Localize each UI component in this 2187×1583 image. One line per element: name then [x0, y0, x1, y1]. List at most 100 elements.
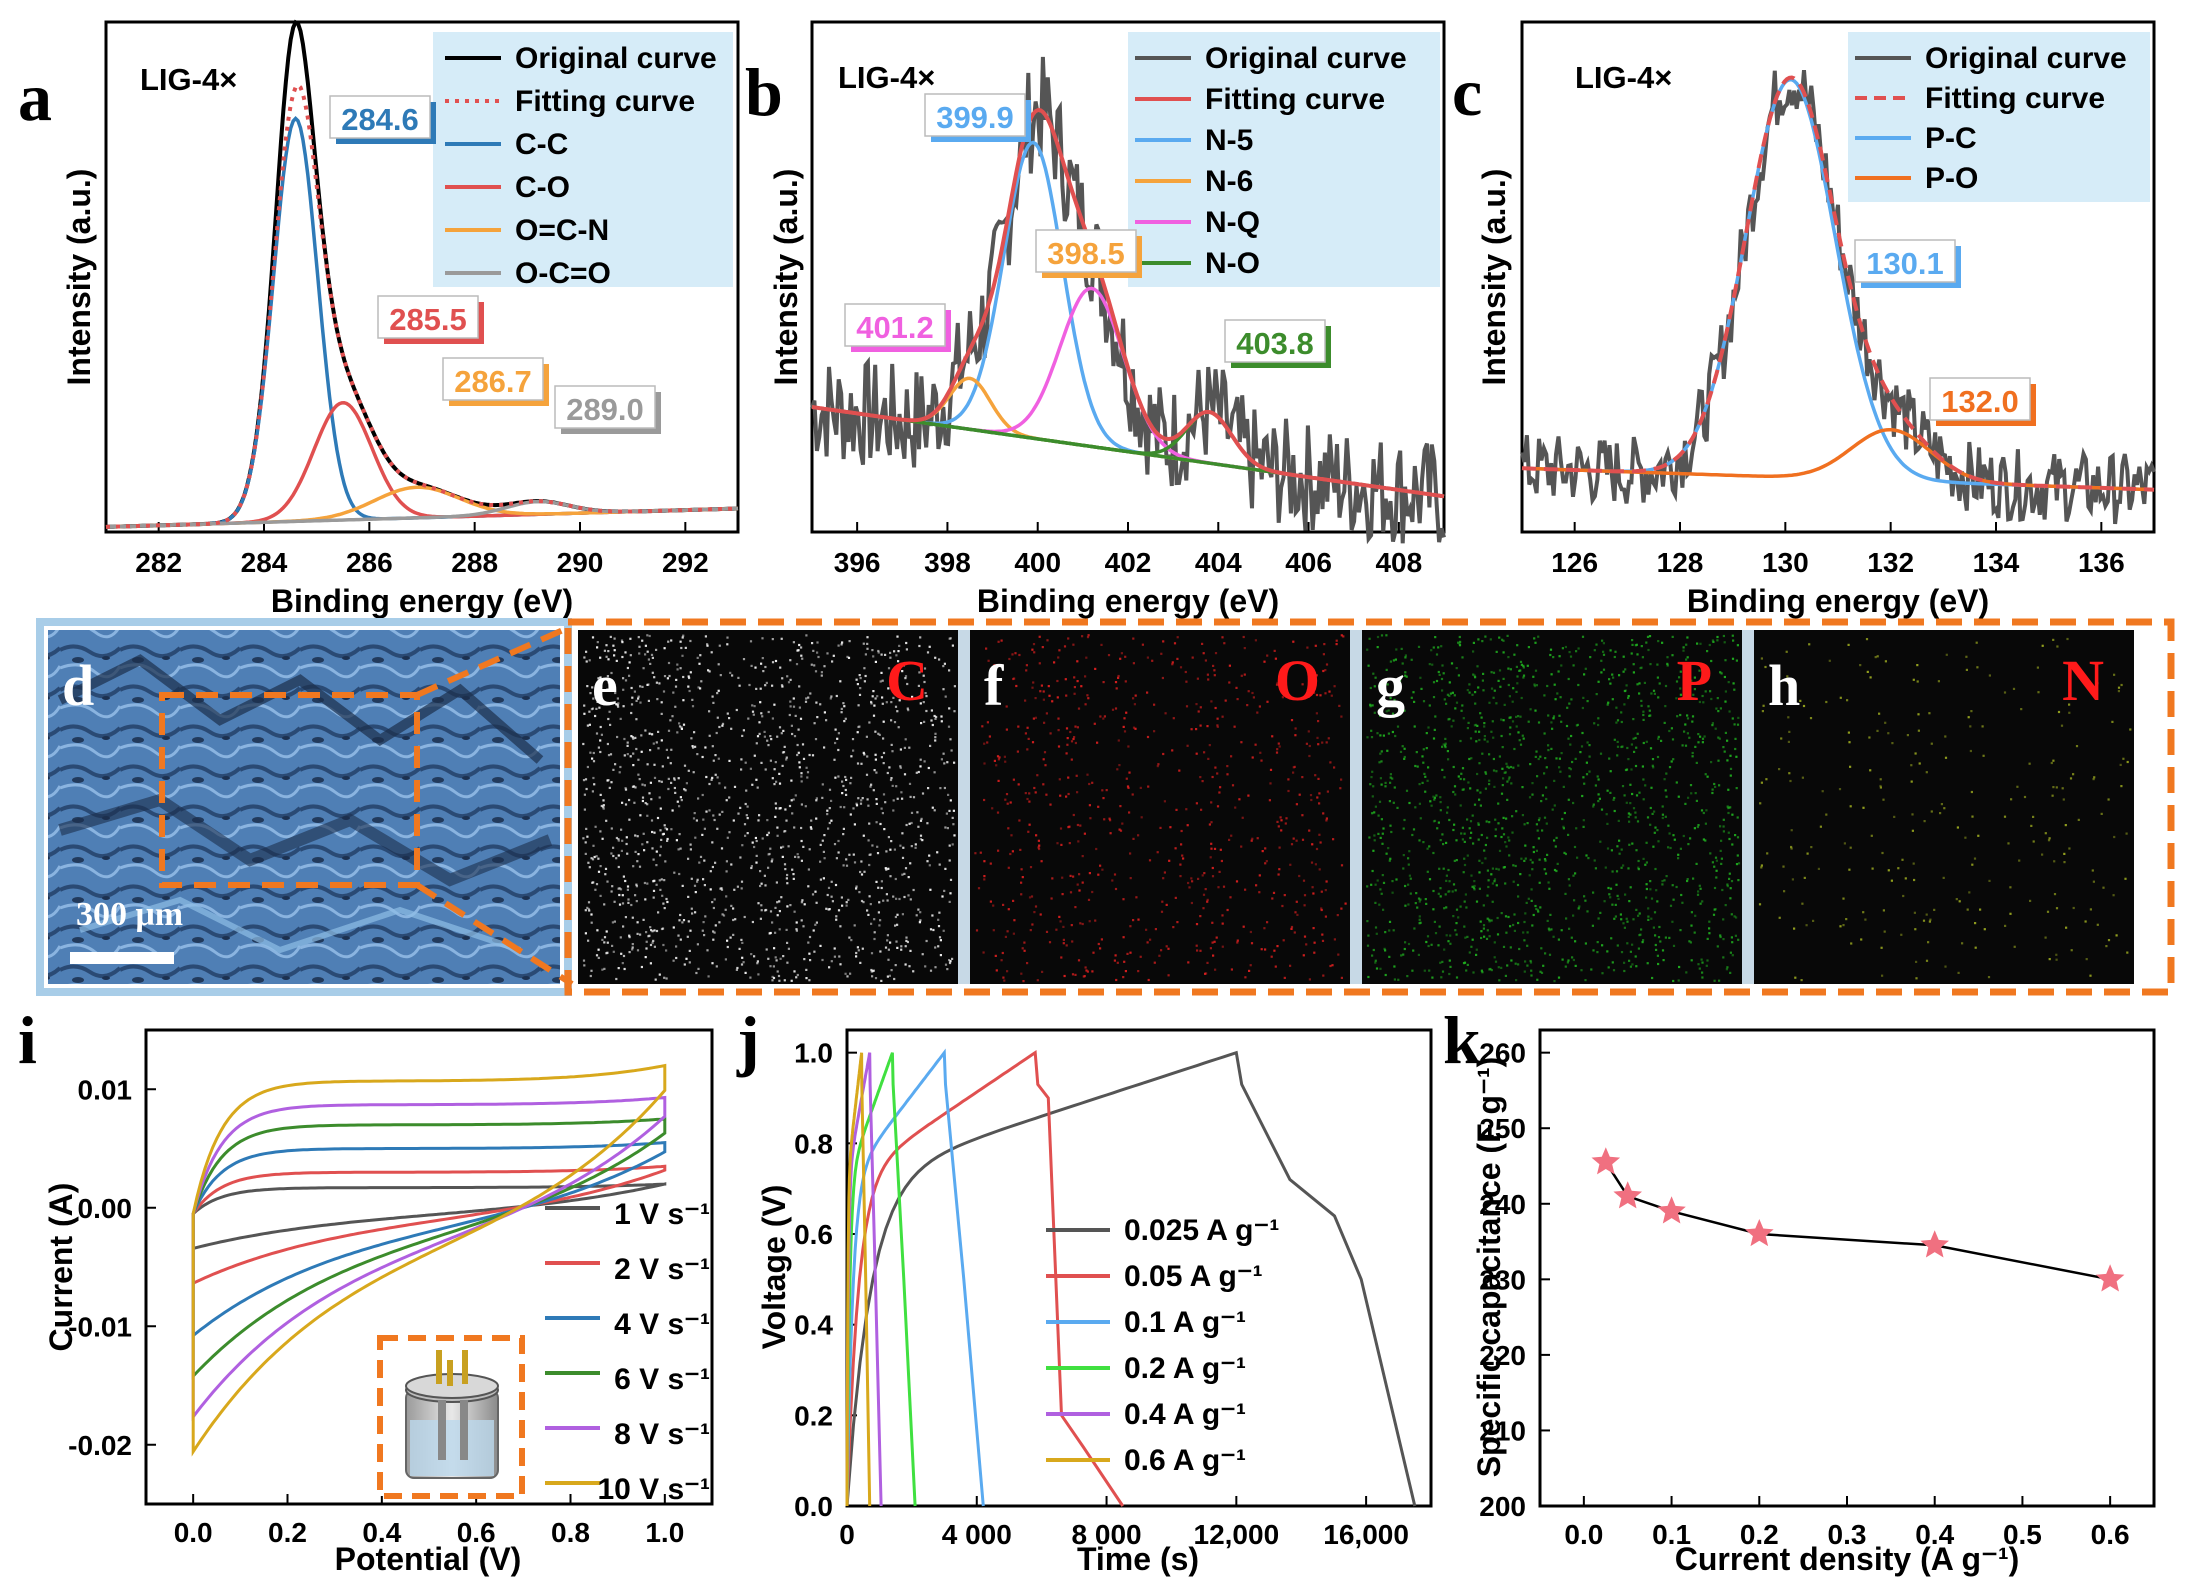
axis-ticks: 0.0 0.1 0.2 0.3 0.4 0.5 0.6 200 210 220 230 240 250 2…	[1479, 1038, 2129, 1550]
legend-label: Fitting curve	[515, 85, 695, 118]
svg-text:286.7: 286.7	[454, 364, 532, 399]
y-tick-label: -0.01	[68, 1311, 132, 1342]
legend-label: P-C	[1925, 122, 1977, 155]
x-tick-label: 134	[1973, 547, 2020, 578]
y-tick-label: 260	[1479, 1038, 1526, 1069]
data-point	[2095, 1264, 2125, 1292]
xps-c1s-chart: a LIG-4× 282 284 286 288 290 292 Original cur…	[18, 19, 740, 619]
svg-text:401.2: 401.2	[856, 310, 934, 345]
peak-label: 285.5	[377, 295, 484, 344]
x-tick-label: 284	[241, 547, 288, 578]
legend-label: 0.1 A g⁻¹	[1124, 1306, 1246, 1339]
x-tick-label: 402	[1105, 547, 1152, 578]
y-axis-title: Intensity (a.u.)	[61, 169, 97, 386]
capacitance-chart: k 0.0 0.1 0.2 0.3 0.4 0.5 0.6 200 210 220 230 240 25…	[1443, 1002, 2156, 1577]
plot-frame	[1520, 20, 2156, 534]
data-point	[1613, 1181, 1642, 1209]
data-point	[1745, 1219, 1774, 1247]
x-tick-label: 286	[346, 547, 393, 578]
y-tick-label: 210	[1479, 1415, 1526, 1446]
legend: Original curve Fitting curve P-C P-O	[1855, 42, 2127, 195]
peak-label: 286.7	[442, 357, 549, 406]
cv-loop	[191, 1117, 667, 1380]
peak-labels: 399.9 398.5 401.2 403.8	[844, 93, 1331, 368]
legend-label: N-6	[1205, 165, 1253, 198]
x-axis-title: Current density (A g⁻¹)	[1675, 1541, 2020, 1577]
panel-label: a	[18, 59, 52, 135]
x-tick-label: 16,000	[1323, 1519, 1409, 1550]
eds-frame	[564, 618, 2175, 996]
x-tick-label: 0.2	[268, 1517, 307, 1548]
x-axis-title: Binding energy (eV)	[977, 583, 1279, 619]
y-axis-title: Current (A)	[43, 1183, 79, 1352]
y-tick-label: 250	[1479, 1113, 1526, 1144]
legend-label: 0.05 A g⁻¹	[1124, 1260, 1263, 1293]
sample-label: LIG-4×	[838, 60, 935, 95]
svg-text:130.1: 130.1	[1866, 246, 1944, 281]
axis-ticks: 0.0 0.2 0.4 0.6 0.8 1.0 0.01 0.00 -0.01 -0.02	[68, 1074, 684, 1548]
legend-label: 1 V s⁻¹	[614, 1198, 710, 1231]
peak-label: 403.8	[1224, 319, 1331, 368]
y-tick-label: 0.8	[794, 1128, 833, 1159]
panel-label: e	[592, 653, 618, 718]
panel-label: k	[1443, 1002, 1481, 1078]
curves	[810, 56, 1446, 545]
component-curve	[1522, 427, 2155, 492]
peak-label: 401.2	[844, 303, 951, 352]
panel-label: b	[745, 54, 783, 130]
panel-label: c	[1452, 54, 1482, 130]
legend-label: Fitting curve	[1925, 82, 2105, 115]
gcd-curve	[845, 1052, 872, 1507]
scale-bar	[70, 952, 174, 964]
cv-chart: i 0.0 0.2 0.4 0.6 0.8 1.0 0.01 0.00 -0.01 -0.02 1…	[18, 1002, 714, 1577]
peak-label: 132.0	[1929, 377, 2036, 426]
y-axis-title: Voltage (V)	[756, 1185, 792, 1350]
panel-label: i	[18, 1002, 37, 1078]
peak-label: 284.6	[329, 95, 436, 144]
legend-label: O-C=O	[515, 257, 611, 290]
x-tick-label: 4 000	[942, 1519, 1012, 1550]
y-axis-title: Specific capacitance (F g⁻¹)	[1471, 1057, 1507, 1478]
gcd-curve	[845, 1050, 1125, 1507]
x-tick-label: 132	[1867, 547, 1914, 578]
component-curve	[105, 499, 739, 529]
y-tick-label: 220	[1479, 1340, 1526, 1371]
plot-frame	[104, 20, 740, 534]
legend-label: 2 V s⁻¹	[614, 1253, 710, 1286]
legend: Original curve Fitting curve N-5 N-6 N-Q N-O	[1135, 42, 1407, 280]
y-tick-label: 0.4	[794, 1310, 833, 1341]
legend-box	[1848, 32, 2150, 202]
x-tick-label: 396	[834, 547, 881, 578]
y-tick-label: 200	[1479, 1491, 1526, 1522]
gcd-chart: j 0 4 000 8 000 12,000 16,000 0.0 0.2 0.4 0.6 0.8…	[736, 1002, 1433, 1577]
legend-label: N-O	[1205, 247, 1260, 280]
legend-label: 0.025 A g⁻¹	[1124, 1214, 1279, 1247]
data-point	[1657, 1196, 1686, 1224]
y-tick-label: 0.00	[78, 1193, 133, 1224]
legend-label: 8 V s⁻¹	[614, 1418, 710, 1451]
plot-frame	[144, 1028, 714, 1506]
axis-ticks: 0 4 000 8 000 12,000 16,000 0.0 0.2 0.4 0.6 0.8 1.…	[794, 1038, 1409, 1550]
legend-label: 0.2 A g⁻¹	[1124, 1352, 1246, 1385]
y-axis-title: Intensity (a.u.)	[768, 169, 804, 386]
zoom-region-box	[159, 692, 420, 888]
x-tick-label: 0	[839, 1519, 855, 1550]
svg-text:285.5: 285.5	[389, 302, 467, 337]
component-curve	[105, 485, 739, 529]
cv-loop	[191, 1095, 667, 1422]
x-tick-label: 400	[1014, 547, 1061, 578]
legend-label: N-5	[1205, 124, 1253, 157]
cv-loop	[191, 1063, 667, 1457]
x-tick-label: 126	[1551, 547, 1598, 578]
sample-label: LIG-4×	[140, 62, 237, 97]
peak-labels: 284.6 285.5 286.7 289.0	[329, 95, 661, 434]
legend-box	[433, 32, 733, 287]
x-tick-label: 12,000	[1194, 1519, 1280, 1550]
x-tick-label: 1.0	[645, 1517, 684, 1548]
legend-label: 4 V s⁻¹	[614, 1308, 710, 1341]
x-tick-label: 0.4	[362, 1517, 401, 1548]
x-tick-label: 0.2	[1740, 1519, 1779, 1550]
